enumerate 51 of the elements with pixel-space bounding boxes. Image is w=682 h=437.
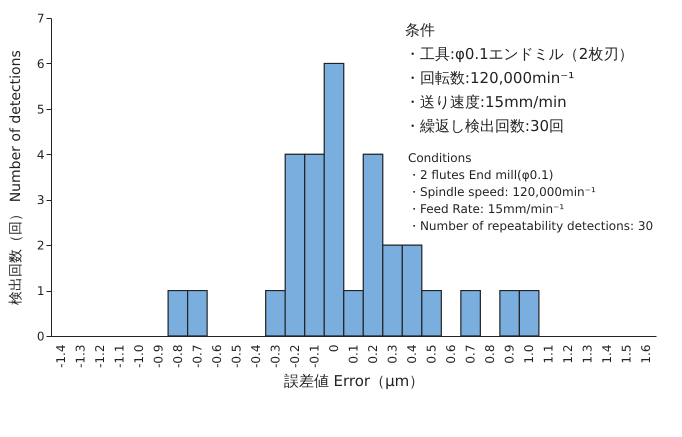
x-axis-title: 誤差値 Error（μm） (284, 372, 424, 390)
x-tick-label: -1.2 (92, 344, 107, 368)
annotation: Conditions (408, 151, 472, 165)
y-axis-title: 検出回数（回） Number of detections (8, 50, 24, 305)
x-tick-label: 1.4 (600, 344, 614, 364)
annotation: ・Spindle speed: 120,000min⁻¹ (408, 185, 596, 199)
y-tick-label: 2 (36, 238, 44, 253)
x-tick-label: 1.3 (580, 344, 595, 364)
x-tick-label: 0.6 (444, 344, 458, 364)
annotation: ・工具:φ0.1エンドミル（2枚刃） (404, 45, 634, 63)
x-tick-label: -1.0 (132, 344, 146, 368)
x-tick-label: 1.6 (639, 344, 654, 364)
x-tick-label: 1.0 (522, 344, 536, 364)
annotation: ・Number of repeatability detections: 30 (408, 219, 654, 233)
x-tick-label: 0.7 (464, 344, 478, 364)
x-tick-label: 0 (326, 344, 341, 352)
annotation: ・送り速度:15mm/min (404, 93, 567, 111)
x-tick-label: 0.3 (386, 344, 400, 364)
x-tick-label: 1.5 (620, 344, 634, 364)
y-tick-label: 3 (36, 193, 44, 208)
x-tick-label: 0.8 (483, 344, 498, 364)
annotation: ・回転数:120,000min⁻¹ (404, 69, 574, 87)
x-tick-label: -1.3 (73, 344, 88, 368)
x-tick-label: -0.9 (151, 344, 166, 368)
annotation: ・繰返し検出回数:30回 (404, 117, 564, 135)
x-tick-label: -0.6 (210, 344, 224, 368)
x-tick-label: 0.4 (405, 344, 420, 364)
x-tick-label: 0.9 (502, 344, 517, 364)
x-tick-label: 0.5 (424, 344, 439, 364)
y-tick-label: 4 (36, 148, 44, 162)
x-tick-label: -1.1 (112, 344, 126, 368)
x-tick-label: 0.2 (366, 344, 380, 364)
annotation: ・2 flutes End mill(φ0.1) (408, 168, 554, 182)
y-tick-label: 7 (36, 12, 44, 26)
x-tick-label: -1.4 (54, 344, 68, 368)
x-tick-label: 1.2 (561, 344, 576, 364)
x-tick-label: 1.1 (542, 344, 556, 364)
x-tick-label: 0.1 (346, 344, 360, 364)
y-tick-label: 1 (36, 284, 44, 298)
x-tick-label: -0.2 (288, 344, 302, 368)
y-tick-label: 5 (36, 102, 44, 116)
y-tick-label: 0 (36, 330, 44, 344)
x-tick-label: -0.4 (248, 344, 263, 368)
x-tick-label: -0.3 (268, 344, 282, 368)
annotation: ・Feed Rate: 15mm/min⁻¹ (408, 202, 564, 216)
x-tick-label: -0.1 (307, 344, 322, 368)
annotation: 条件 (404, 21, 435, 39)
x-tick-label: -0.7 (190, 344, 204, 368)
x-tick-label: -0.8 (170, 344, 185, 368)
x-tick-label: -0.5 (229, 344, 244, 368)
y-tick-label: 6 (36, 56, 44, 71)
